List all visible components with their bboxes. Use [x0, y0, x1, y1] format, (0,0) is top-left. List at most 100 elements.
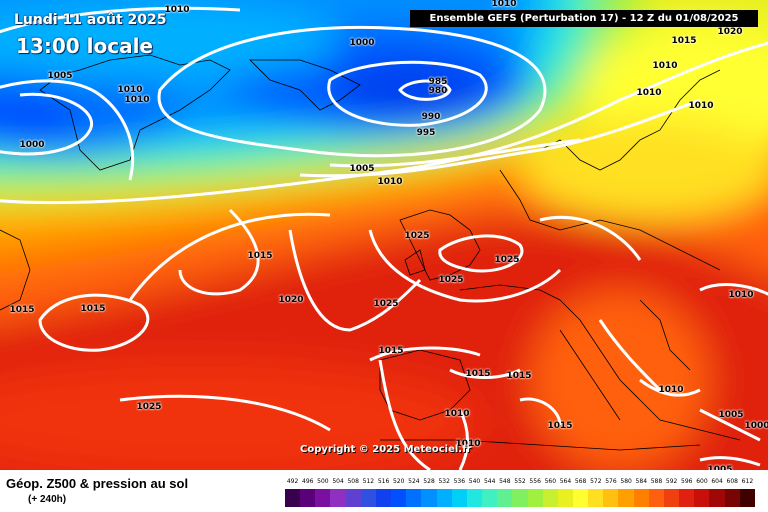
- scale-swatch: [345, 489, 361, 507]
- isobar-label: 990: [421, 112, 441, 122]
- scale-tick-label: 540: [468, 478, 481, 485]
- isobar-label: 1015: [80, 304, 106, 314]
- scale-tick-label: 580: [620, 478, 632, 485]
- isobar-label: 1015: [506, 371, 532, 381]
- model-header: Ensemble GEFS (Perturbation 17) - 12 Z d…: [410, 10, 758, 27]
- scale-swatch: [497, 489, 513, 507]
- isobar-label: 1000: [19, 140, 45, 150]
- isobar-label: 1005: [47, 71, 73, 81]
- scale-tick-label: 504: [332, 478, 344, 485]
- isobar-label: 995: [416, 128, 436, 138]
- scale-tick-label: 572: [590, 478, 602, 485]
- scale-tick-label: 556: [529, 478, 541, 485]
- isobar-label: 1010: [652, 61, 678, 71]
- scale-swatch: [679, 489, 695, 507]
- scale-tick-label: 584: [635, 478, 648, 485]
- isobar-label: 985: [428, 77, 448, 87]
- isobar-label: 1005: [349, 164, 375, 174]
- forecast-time: 13:00 locale: [16, 34, 153, 58]
- isobars: [0, 6, 768, 470]
- forecast-lead-time: (+ 240h): [28, 494, 67, 505]
- isobar-label: 1010: [117, 85, 143, 95]
- scale-tick-label: 608: [726, 478, 738, 485]
- isobar-label: 1015: [547, 421, 573, 431]
- scale-swatch: [588, 489, 604, 507]
- isobar-label: 1025: [438, 275, 464, 285]
- scale-swatch: [451, 489, 467, 507]
- scale-tick-label: 604: [711, 478, 723, 485]
- scale-tick-label: 612: [741, 478, 754, 485]
- isobar-label: 1015: [465, 369, 491, 379]
- isobar-label: 1015: [671, 36, 697, 46]
- scale-swatch: [315, 489, 331, 507]
- scale-swatch: [648, 489, 664, 507]
- scale-tick-label: 528: [423, 478, 435, 485]
- isobar-label: 1010: [636, 88, 662, 98]
- isobar-label: 1025: [494, 255, 520, 265]
- scale-swatch: [482, 489, 498, 507]
- scale-tick-label: 600: [696, 478, 708, 485]
- scale-tick-label: 552: [514, 478, 526, 485]
- legend-title: Géop. Z500 & pression au sol: [6, 476, 189, 491]
- scale-tick-label: 548: [499, 478, 511, 485]
- scale-tick-label: 588: [650, 478, 663, 485]
- scale-swatch: [709, 489, 725, 507]
- isobar-label: 1010: [455, 439, 481, 449]
- scale-tick-label: 512: [362, 478, 375, 485]
- isobar-label: 1005: [718, 410, 744, 420]
- scale-swatch: [572, 489, 589, 507]
- isobar-label: 1020: [717, 27, 743, 37]
- scale-swatch: [739, 489, 755, 507]
- forecast-date: Lundi 11 août 2025: [14, 12, 167, 28]
- scale-swatch: [360, 489, 376, 507]
- color-scale-labels: 492 496 500 504 508 512 516 520 524 528 532 536 540 5…: [285, 478, 755, 490]
- isobar-label: 1015: [247, 251, 273, 261]
- scale-swatch: [603, 489, 619, 507]
- isobar-label: 1020: [278, 295, 304, 305]
- scale-swatch: [694, 489, 710, 507]
- scale-swatch: [406, 489, 422, 507]
- isobar-label: 1025: [136, 402, 162, 412]
- scale-tick-label: 520: [392, 478, 405, 485]
- scale-tick-label: 544: [483, 478, 496, 485]
- scale-swatch: [542, 489, 558, 507]
- scale-tick-label: 536: [453, 478, 466, 485]
- scale-swatch: [391, 489, 407, 507]
- isobar-label: 1010: [728, 290, 754, 300]
- isobar-label: 1010: [377, 177, 403, 187]
- scale-swatch: [330, 489, 346, 507]
- scale-swatch: [421, 489, 437, 507]
- isobar-label: 1000: [349, 38, 375, 48]
- scale-tick-label: 564: [559, 478, 572, 485]
- scale-tick-label: 568: [574, 478, 587, 485]
- isobar-label: 1010: [491, 0, 517, 9]
- scale-swatch: [512, 489, 528, 507]
- scale-swatch: [557, 489, 573, 507]
- scale-swatch: [527, 489, 543, 507]
- isobar-label: 1010: [688, 101, 714, 111]
- isobar-label: 1000: [744, 421, 768, 431]
- weather-map: 1010 1010 1015 1020 1000 1005 1010 1010 …: [0, 0, 768, 470]
- scale-tick-label: 560: [544, 478, 557, 485]
- scale-tick-label: 524: [408, 478, 420, 485]
- scale-tick-label: 592: [665, 478, 678, 485]
- color-scale: [285, 489, 755, 507]
- isobar-label: 1010: [164, 5, 190, 15]
- scale-tick-label: 596: [681, 478, 693, 485]
- isobar-label: 1025: [404, 231, 430, 241]
- isobar-label: 1005: [707, 465, 733, 470]
- scale-tick-label: 516: [377, 478, 390, 485]
- scale-swatch: [724, 489, 740, 507]
- isobar-label: 1025: [373, 299, 399, 309]
- scale-swatch: [375, 489, 392, 507]
- geopotential-field: [0, 0, 768, 470]
- scale-swatch: [633, 489, 649, 507]
- scale-tick-label: 576: [605, 478, 617, 485]
- isobar-label: 1010: [658, 385, 684, 395]
- isobar-label: 980: [428, 86, 448, 96]
- coastlines: [0, 54, 741, 451]
- isobar-label: 1015: [378, 346, 404, 356]
- scale-swatch: [663, 489, 680, 507]
- copyright-notice: Copyright © 2025 Meteociel.fr: [300, 444, 472, 455]
